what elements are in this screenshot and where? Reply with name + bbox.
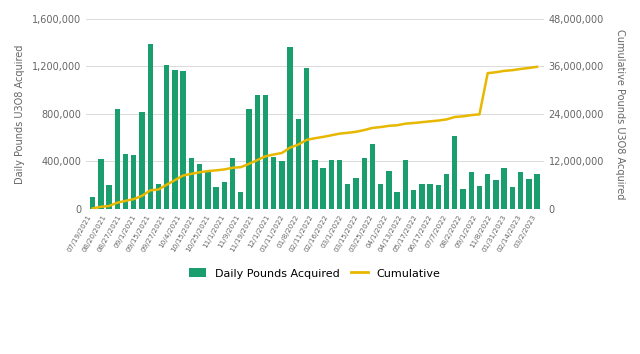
Bar — [255, 95, 260, 209]
Bar — [403, 160, 408, 209]
Y-axis label: Cumulative Pounds U3O8 Acquired: Cumulative Pounds U3O8 Acquired — [615, 29, 625, 199]
Bar — [90, 197, 95, 209]
Bar — [485, 175, 490, 209]
Bar — [131, 155, 136, 209]
Bar — [304, 68, 309, 209]
Bar — [246, 109, 252, 209]
Bar — [419, 184, 424, 209]
Bar — [502, 169, 507, 209]
Bar — [98, 159, 104, 209]
Bar — [468, 172, 474, 209]
Bar — [221, 182, 227, 209]
Bar — [534, 175, 540, 209]
Bar — [312, 160, 317, 209]
Bar — [394, 192, 400, 209]
Bar — [287, 47, 293, 209]
Bar — [345, 184, 351, 209]
Bar — [230, 158, 236, 209]
Bar — [279, 161, 285, 209]
Bar — [115, 109, 120, 209]
Bar — [518, 172, 524, 209]
Bar — [180, 71, 186, 209]
Bar — [428, 184, 433, 209]
Bar — [148, 44, 153, 209]
Bar — [213, 188, 219, 209]
Bar — [378, 184, 383, 209]
Bar — [123, 154, 128, 209]
Bar — [370, 144, 375, 209]
Bar — [460, 189, 466, 209]
Bar — [263, 95, 268, 209]
Bar — [106, 185, 112, 209]
Bar — [189, 158, 194, 209]
Bar — [353, 178, 358, 209]
Bar — [362, 158, 367, 209]
Bar — [444, 175, 449, 209]
Bar — [205, 172, 211, 209]
Bar — [411, 190, 416, 209]
Bar — [328, 160, 334, 209]
Bar — [387, 171, 392, 209]
Bar — [156, 184, 161, 209]
Bar — [238, 192, 243, 209]
Bar — [493, 180, 499, 209]
Bar — [197, 164, 202, 209]
Y-axis label: Daily Pounds U3O8 Acquired: Daily Pounds U3O8 Acquired — [15, 44, 25, 184]
Bar — [140, 112, 145, 209]
Bar — [271, 156, 276, 209]
Legend: Daily Pounds Acquired, Cumulative: Daily Pounds Acquired, Cumulative — [185, 264, 445, 283]
Bar — [477, 186, 482, 209]
Bar — [296, 119, 301, 209]
Bar — [172, 70, 178, 209]
Bar — [452, 136, 458, 209]
Bar — [509, 188, 515, 209]
Bar — [436, 185, 441, 209]
Bar — [321, 169, 326, 209]
Bar — [526, 179, 531, 209]
Bar — [337, 160, 342, 209]
Bar — [164, 65, 170, 209]
